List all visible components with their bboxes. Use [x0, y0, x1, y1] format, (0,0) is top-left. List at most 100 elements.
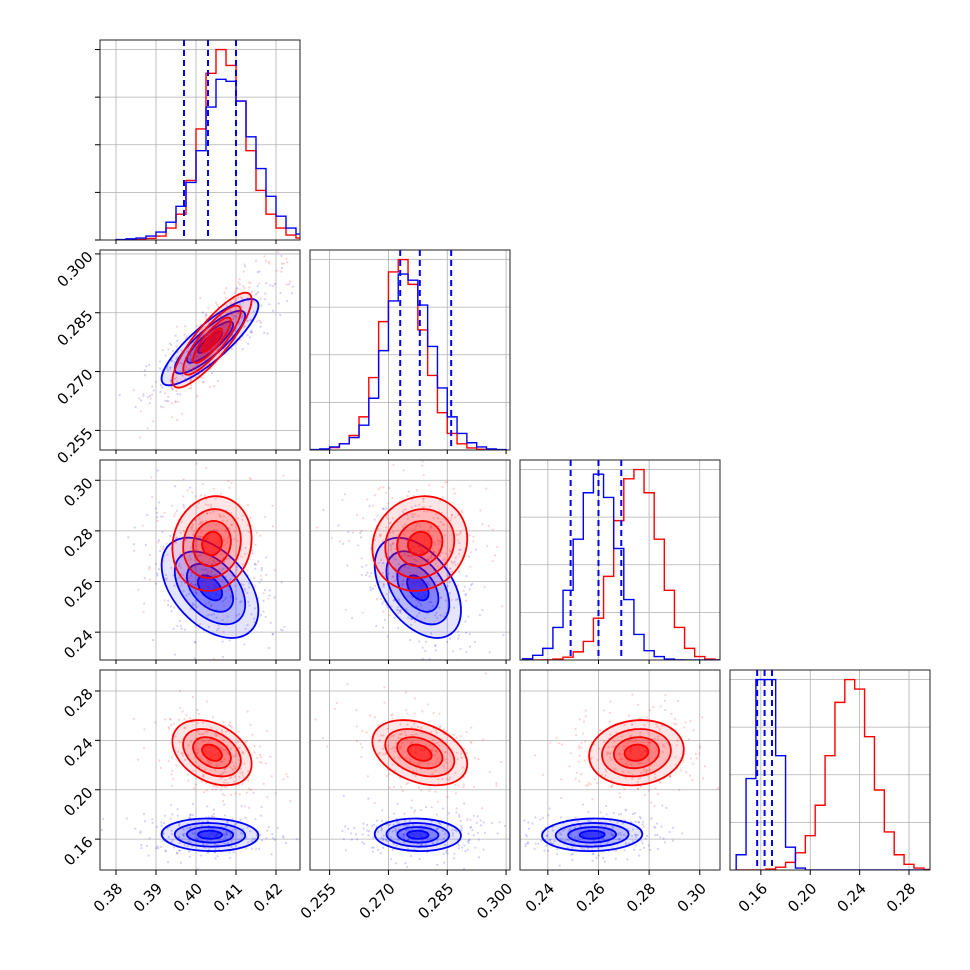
scatter-point [222, 834, 226, 837]
scatter-point [220, 569, 224, 572]
scatter-point [142, 746, 146, 749]
scatter-point [387, 744, 390, 748]
scatter-point [452, 650, 455, 653]
scatter-point [200, 780, 203, 783]
scatter-point [248, 604, 251, 607]
scatter-point [462, 783, 466, 786]
scatter-point [401, 582, 404, 586]
scatter-point [148, 568, 151, 571]
scatter-point [469, 826, 472, 829]
scatter-point [397, 575, 401, 578]
scatter-point [436, 827, 439, 831]
scatter-point [668, 774, 672, 777]
scatter-point [558, 864, 561, 867]
scatter-point [212, 815, 216, 818]
scatter-point [157, 567, 160, 571]
scatter-point [188, 717, 192, 720]
scatter-point [202, 773, 205, 776]
scatter-point [190, 384, 193, 387]
scatter-point [212, 487, 215, 491]
scatter-point [450, 516, 453, 519]
scatter-point [594, 778, 597, 781]
scatter-point [151, 385, 154, 388]
scatter-point [148, 578, 151, 581]
scatter-point [411, 554, 414, 557]
scatter-point [260, 756, 263, 759]
scatter-point [626, 858, 629, 861]
scatter-point [264, 292, 267, 295]
scatter-point [466, 840, 469, 843]
scatter-point [265, 837, 268, 840]
scatter-point [473, 756, 477, 759]
scatter-point [151, 818, 154, 821]
scatter-point [580, 773, 583, 776]
scatter-point [366, 775, 370, 778]
scatter-point [682, 759, 685, 763]
scatter-point [392, 542, 395, 545]
scatter-point [469, 818, 472, 822]
scatter-point [242, 270, 245, 273]
scatter-point [197, 535, 200, 538]
scatter-point [161, 348, 165, 352]
scatter-point [438, 744, 441, 747]
scatter-point [282, 777, 285, 781]
scatter-point [610, 785, 613, 788]
scatter-point [238, 321, 241, 324]
panel-content [520, 460, 720, 660]
scatter-point [192, 769, 195, 772]
scatter-point [417, 601, 420, 604]
scatter-point [144, 543, 147, 547]
scatter-point [255, 531, 258, 534]
scatter-point [653, 776, 657, 779]
scatter-point [176, 624, 179, 628]
scatter-point [179, 861, 183, 864]
scatter-point [250, 613, 253, 616]
scatter-point [539, 818, 542, 821]
scatter-point [234, 300, 237, 303]
scatter-point [623, 787, 626, 791]
scatter-point [178, 706, 182, 710]
scatter-point [207, 601, 210, 604]
scatter-point [375, 819, 379, 822]
scatter-point [187, 744, 190, 747]
scatter-point [644, 771, 647, 774]
scatter-point [421, 464, 424, 467]
scatter-point [171, 769, 174, 772]
scatter-point [406, 865, 409, 869]
scatter-point [240, 600, 243, 603]
scatter-point [167, 599, 170, 602]
histogram-series_b [736, 678, 930, 870]
scatter-point [181, 754, 185, 757]
scatter-point [647, 740, 650, 743]
scatter-point [564, 840, 567, 843]
x-tick-label: 0.28 [623, 880, 659, 916]
scatter-point [202, 842, 205, 845]
scatter-point [617, 833, 620, 836]
scatter-point [556, 848, 559, 851]
scatter-point [398, 832, 401, 835]
scatter-point [656, 847, 660, 851]
scatter-point [257, 560, 260, 563]
scatter-point [423, 505, 426, 508]
scatter-point [604, 768, 607, 771]
scatter-point [373, 716, 377, 719]
scatter-point [381, 747, 384, 751]
scatter-point [209, 512, 212, 515]
scatter-point [177, 849, 181, 852]
scatter-point [252, 298, 255, 302]
scatter-point [639, 771, 643, 775]
scatter-point [703, 765, 707, 768]
scatter-point [587, 810, 590, 814]
scatter-point [286, 261, 289, 264]
scatter-point [658, 728, 661, 731]
scatter-point [213, 843, 216, 846]
scatter-point [637, 820, 640, 824]
scatter-point [187, 773, 190, 776]
scatter-point [252, 791, 255, 794]
scatter-point [185, 827, 189, 830]
scatter-point [271, 504, 274, 507]
scatter-point [234, 767, 237, 770]
scatter-point [415, 559, 418, 563]
scatter-point [232, 755, 235, 758]
scatter-point [654, 826, 657, 829]
